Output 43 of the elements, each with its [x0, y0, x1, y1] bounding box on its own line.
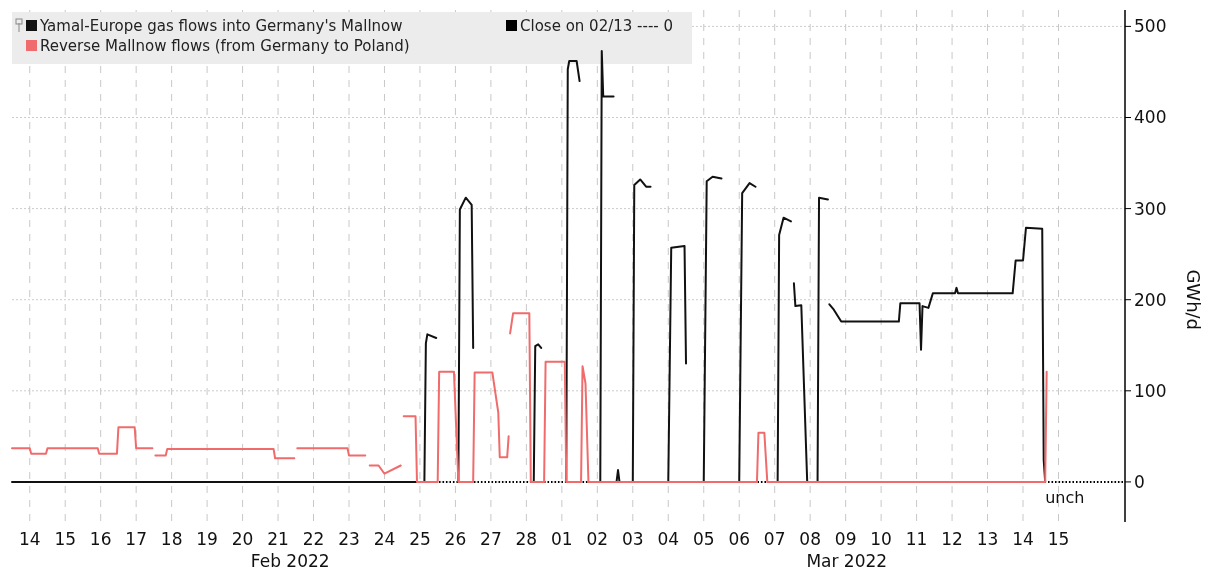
legend-label: Close on 02/13 ---- 0 [520, 17, 674, 35]
x-tick-label: 14 [1012, 529, 1034, 549]
x-tick-label: 17 [125, 529, 147, 549]
x-tick-label: 01 [551, 529, 573, 549]
x-tick-label: 05 [692, 529, 715, 549]
y-tick-label: 500 [1134, 16, 1167, 37]
x-tick-label: 22 [302, 529, 325, 549]
x-tick-label: 07 [763, 529, 786, 549]
legend-label: Yamal-Europe gas flows into Germany's Mallnow [39, 17, 403, 35]
x-tick-label: 28 [515, 529, 538, 549]
x-tick-label: 06 [728, 529, 751, 549]
x-tick-label: 27 [480, 529, 502, 549]
x-tick-label: 10 [870, 529, 892, 549]
x-tick-label: 18 [160, 529, 183, 549]
y-tick-label: 0 [1134, 471, 1145, 492]
y-tick-label: 200 [1134, 289, 1167, 310]
x-tick-label: 15 [54, 529, 77, 549]
x-tick-label: 15 [1047, 529, 1070, 549]
legend-label: Reverse Mallnow flows (from Germany to Poland) [40, 37, 410, 55]
x-tick-label: 23 [338, 529, 360, 549]
x-tick-label: 02 [586, 529, 609, 549]
x-tick-label: 26 [444, 529, 467, 549]
x-tick-label: 13 [976, 529, 999, 549]
text: Feb 2022 [250, 551, 330, 571]
x-tick-label: 11 [905, 529, 928, 549]
annotation: unch [1045, 487, 1085, 507]
x-tick-label: 09 [834, 529, 857, 549]
x-tick-label: 08 [799, 529, 821, 549]
x-tick-label: 12 [941, 529, 963, 549]
y-tick-label: 100 [1134, 380, 1167, 401]
x-tick-label: 04 [657, 529, 680, 549]
y-tick-label: 300 [1134, 198, 1167, 219]
x-tick-label: 19 [196, 529, 218, 549]
x-tick-label: 14 [18, 529, 41, 549]
y-axis-title: GWh/d [1183, 269, 1204, 331]
text: Mar 2022 [806, 551, 888, 571]
x-tick-label: 20 [231, 529, 254, 549]
x-tick-label: 03 [621, 529, 644, 549]
x-tick-label: 25 [409, 529, 431, 549]
y-tick-label: 400 [1134, 107, 1167, 128]
x-tick-label: 24 [373, 529, 396, 549]
x-tick-label: 16 [89, 529, 112, 549]
x-tick-label: 21 [267, 529, 289, 549]
